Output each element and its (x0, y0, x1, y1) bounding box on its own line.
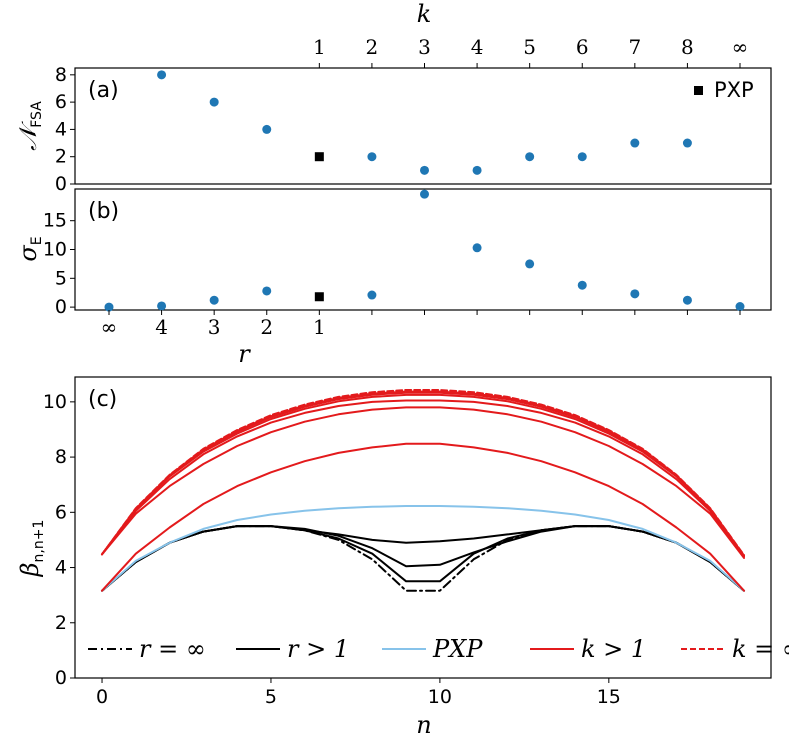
data-point (157, 301, 167, 311)
panel-label: (b) (88, 199, 119, 224)
panel-c: 0 5 10 15 0 2 4 6 8 10 n βn,n+1 (c) r = ∞ r > 1 PXP k > … (16, 376, 789, 739)
data-point (630, 289, 640, 299)
data-point (367, 290, 377, 300)
y-tick-label: 0 (55, 667, 67, 689)
panel-a: 0 2 4 6 8 (a) 1 2 3 4 5 6 7 8 ∞ k 𝒩FSA PXP (14, 0, 772, 195)
data-point (577, 280, 587, 290)
x-tick-label: 15 (597, 686, 621, 708)
legend-label: k > 1 (581, 635, 646, 663)
y-tick-label: 8 (55, 446, 67, 468)
data-point (157, 70, 167, 80)
top-tick-label: 1 (313, 35, 326, 59)
top-tick-label: 7 (628, 35, 641, 59)
legend-label: r = ∞ (139, 635, 206, 663)
y-tick-label: 4 (55, 118, 67, 140)
series-line (101, 393, 745, 557)
data-point (367, 152, 377, 162)
series-line (101, 399, 745, 558)
y-tick-label: 10 (43, 239, 67, 261)
data-point (420, 165, 429, 175)
series-line (101, 525, 745, 592)
series-line (101, 389, 745, 557)
data-point (577, 152, 587, 162)
data-point (209, 97, 219, 107)
series-line (101, 525, 745, 592)
y-tick-label: 2 (55, 612, 67, 634)
legend-label: k = ∞ (732, 635, 789, 663)
top-tick-label: 6 (576, 35, 589, 59)
y-tick-label: 5 (55, 267, 67, 289)
y-tick-label: 6 (55, 501, 67, 523)
bottom-tick-label: 4 (155, 315, 168, 339)
top-tick-label: 8 (681, 35, 694, 59)
data-point (735, 302, 745, 312)
data-point (682, 138, 692, 148)
top-axis-label: k (417, 0, 432, 28)
y-tick-label: 2 (55, 146, 67, 168)
data-point (630, 138, 640, 148)
x-axis-label: n (416, 711, 431, 739)
bottom-axis-label: r (238, 340, 251, 368)
top-tick-label: 4 (471, 35, 484, 59)
y-tick-label: 0 (55, 296, 67, 318)
legend-label: PXP (714, 78, 754, 102)
y-tick-label: 0 (55, 173, 67, 195)
data-point (472, 243, 482, 253)
plot-frame (74, 67, 772, 185)
x-tick-label: 0 (96, 686, 108, 708)
top-tick-label: 3 (418, 35, 431, 59)
bottom-tick-label: 2 (260, 315, 273, 339)
data-point (525, 152, 535, 162)
data-point (420, 189, 429, 199)
data-point (262, 286, 272, 296)
legend-label: r > 1 (287, 635, 349, 663)
panel-b: 0 5 10 15 (b) ∞ 4 3 2 1 r σE (14, 188, 772, 368)
data-point (262, 124, 272, 134)
y-tick-label: 6 (55, 91, 67, 113)
y-tick-label: 15 (43, 210, 67, 232)
bottom-tick-label: 3 (208, 315, 221, 339)
data-point (682, 295, 692, 305)
top-tick-label: 5 (523, 35, 536, 59)
pxp-marker (314, 292, 324, 302)
y-axis-label: 𝒩FSA (14, 101, 45, 151)
series-line (101, 406, 745, 559)
x-tick-label: 10 (428, 686, 452, 708)
plot-frame (74, 376, 772, 679)
y-axis-label: βn,n+1 (16, 520, 47, 578)
x-tick-label: 5 (265, 686, 277, 708)
plot-frame (74, 188, 772, 311)
bottom-tick-label: ∞ (101, 315, 118, 339)
data-point (209, 295, 219, 305)
y-axis-label: σE (14, 236, 45, 261)
top-tick-label: ∞ (732, 35, 749, 59)
data-point (525, 259, 535, 269)
legend-marker (694, 86, 703, 95)
bottom-tick-label: 1 (313, 315, 326, 339)
y-tick-label: 8 (55, 64, 67, 86)
legend-label: PXP (432, 635, 483, 663)
data-point (472, 165, 482, 175)
data-point (104, 302, 114, 312)
pxp-marker (314, 152, 324, 162)
panel-label: (a) (88, 78, 119, 103)
y-tick-label: 4 (55, 557, 67, 579)
y-tick-label: 10 (43, 391, 67, 413)
series-line (101, 442, 745, 592)
panel-label: (c) (88, 387, 117, 412)
series-line (101, 505, 745, 592)
top-tick-label: 2 (366, 35, 379, 59)
